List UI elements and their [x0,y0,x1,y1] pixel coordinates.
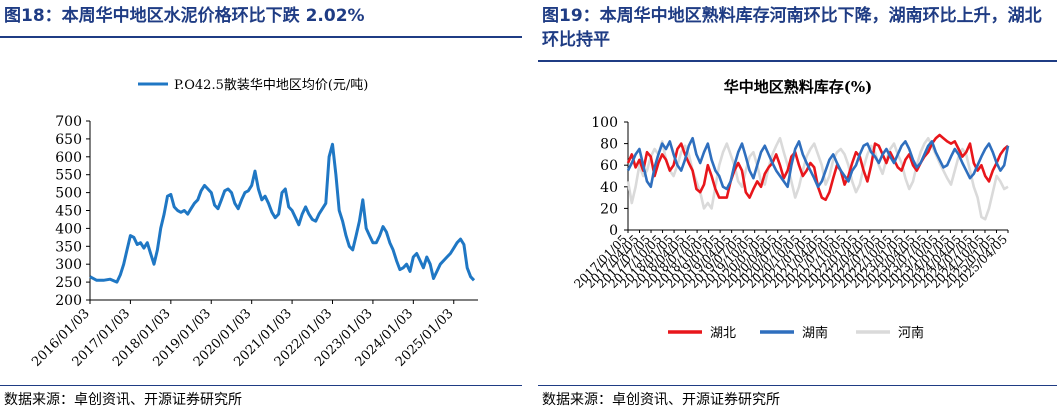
bottom-rule [538,385,1057,386]
chart-legend: P.O42.5散装华中地区均价(元/吨) [138,78,368,93]
clinker-inventory-line-chart: 华中地区熟料库存(%) 0 20 40 60 80 100 2017/01/052017/… [571,78,1010,341]
series-line-po425-price [89,142,476,284]
left-figure-panel: 图18：本周华中地区水泥价格环比下跌 2.02% P.O42.5散装华中地区均价… [0,0,522,414]
y-tick-label: 400 [55,221,82,237]
y-tick-label: 60 [600,158,618,174]
bottom-rule [0,385,522,386]
y-tick-label: 550 [55,168,82,184]
y-tick-label: 80 [600,137,618,153]
y-tick-label: 0 [609,223,618,239]
x-axis: 2017/01/052017/04/052017/07/052017/10/05… [571,229,1010,291]
series-lines [626,133,1010,221]
y-tick-label: 650 [55,132,82,148]
series-line-henan [626,136,1009,221]
y-tick-label: 500 [55,186,82,202]
legend-label: 湖南 [802,325,828,341]
figure-18-title: 图18：本周华中地区水泥价格环比下跌 2.02% [4,6,365,26]
y-axis: 0 20 40 60 80 100 [591,115,629,239]
y-tick-label: 350 [55,239,82,255]
y-tick-label: 100 [591,115,618,131]
legend-label: P.O42.5散装华中地区均价(元/吨) [174,78,368,93]
data-source-note: 数据来源：卓创资讯、开源证券研究所 [542,392,780,408]
y-tick-label: 200 [55,293,82,309]
chart-title: 华中地区熟料库存(%) [724,78,872,96]
data-source-note: 数据来源：卓创资讯、开源证券研究所 [4,392,242,408]
figure-19-title: 图19：本周华中地区熟料库存河南环比下降，湖南环比上升，湖北环比持平 [542,6,1042,50]
y-tick-label: 20 [600,201,618,217]
title-rule [0,36,522,38]
chart-legend: 湖北 湖南 河南 [668,325,924,341]
y-tick-label: 40 [600,180,618,196]
x-axis: 2016/01/032017/01/032018/01/032019/01/03… [29,299,478,370]
y-tick-label: 300 [55,257,82,273]
right-figure-panel: 图19：本周华中地区熟料库存河南环比下降，湖南环比上升，湖北环比持平 华中地区熟… [538,0,1057,414]
y-tick-label: 250 [55,275,82,291]
series-line-hunan [626,136,1010,191]
y-tick-label: 700 [55,114,82,130]
series-lines [89,142,476,284]
y-tick-label: 600 [55,150,82,166]
legend-label: 湖北 [710,326,736,341]
title-rule [538,60,1057,62]
y-tick-label: 450 [55,204,82,220]
legend-label: 河南 [898,325,924,341]
